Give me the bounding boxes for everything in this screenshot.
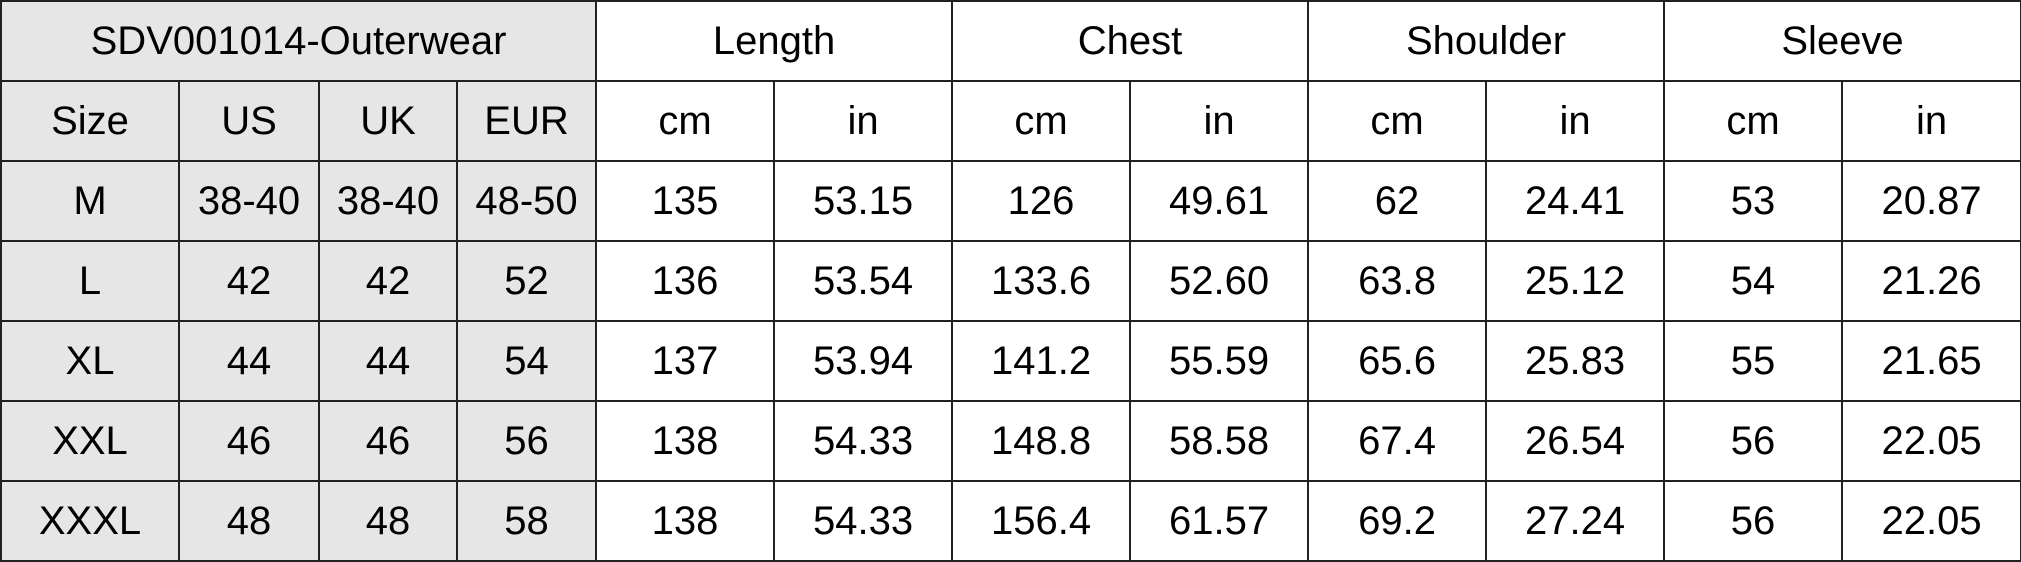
length-in-cell: 53.54 (773, 240, 954, 322)
chest-cm-cell: 148.8 (951, 400, 1132, 482)
us-cell: 44 (178, 320, 320, 402)
eur-cell: 54 (455, 320, 598, 402)
sleeve-in-cell: 22.05 (1841, 480, 2021, 562)
shoulder-cm-cell: 63.8 (1307, 240, 1488, 322)
chest-cm-cell: 141.2 (951, 320, 1132, 402)
table-row: M 38-40 38-40 48-50 135 53.15 126 49.61 62 24.41 5… (0, 160, 2021, 242)
shoulder-in-cell: 25.12 (1485, 240, 1666, 322)
header-chest: Chest (951, 0, 1310, 82)
size-cell: XXL (0, 400, 180, 482)
chest-in-cell: 61.57 (1129, 480, 1310, 562)
header-row-units: Size US UK EUR cm in cm in cm in cm in (0, 80, 2021, 162)
table-row: L 42 42 52 136 53.54 133.6 52.60 63.8 25.12 54 21.2… (0, 240, 2021, 322)
chest-in-cell: 49.61 (1129, 160, 1310, 242)
size-cell: L (0, 240, 180, 322)
chest-cm-cell: 133.6 (951, 240, 1132, 322)
shoulder-in-cell: 26.54 (1485, 400, 1666, 482)
unit-in: in (1485, 80, 1666, 162)
header-row-measurements: SDV001014-Outerwear Length Chest Shoulde… (0, 0, 2021, 82)
shoulder-cm-cell: 65.6 (1307, 320, 1488, 402)
chest-in-cell: 58.58 (1129, 400, 1310, 482)
product-title: SDV001014-Outerwear (0, 0, 598, 82)
length-in-cell: 54.33 (773, 400, 954, 482)
table-row: XL 44 44 54 137 53.94 141.2 55.59 65.6 25.83 55 21.… (0, 320, 2021, 402)
us-cell: 46 (178, 400, 320, 482)
table-row: XXXL 48 48 58 138 54.33 156.4 61.57 69.2 27.24 56 2… (0, 480, 2021, 562)
length-in-cell: 53.15 (773, 160, 954, 242)
length-cm-cell: 138 (595, 400, 776, 482)
size-cell: XXXL (0, 480, 180, 562)
length-cm-cell: 138 (595, 480, 776, 562)
sleeve-in-cell: 20.87 (1841, 160, 2021, 242)
unit-cm: cm (951, 80, 1132, 162)
sleeve-in-cell: 21.65 (1841, 320, 2021, 402)
unit-in: in (1129, 80, 1310, 162)
chest-cm-cell: 126 (951, 160, 1132, 242)
sleeve-cm-cell: 55 (1663, 320, 1844, 402)
shoulder-cm-cell: 69.2 (1307, 480, 1488, 562)
chest-in-cell: 55.59 (1129, 320, 1310, 402)
uk-cell: 44 (318, 320, 458, 402)
header-shoulder: Shoulder (1307, 0, 1666, 82)
us-cell: 48 (178, 480, 320, 562)
length-cm-cell: 137 (595, 320, 776, 402)
header-us: US (178, 80, 320, 162)
header-eur: EUR (455, 80, 598, 162)
unit-in: in (773, 80, 954, 162)
sleeve-cm-cell: 53 (1663, 160, 1844, 242)
shoulder-cm-cell: 62 (1307, 160, 1488, 242)
chest-cm-cell: 156.4 (951, 480, 1132, 562)
us-cell: 38-40 (178, 160, 320, 242)
uk-cell: 38-40 (318, 160, 458, 242)
unit-in: in (1841, 80, 2021, 162)
eur-cell: 52 (455, 240, 598, 322)
sleeve-cm-cell: 56 (1663, 480, 1844, 562)
length-cm-cell: 135 (595, 160, 776, 242)
table-row: XXL 46 46 56 138 54.33 148.8 58.58 67.4 26.54 56 22… (0, 400, 2021, 482)
unit-cm: cm (595, 80, 776, 162)
eur-cell: 48-50 (455, 160, 598, 242)
shoulder-in-cell: 27.24 (1485, 480, 1666, 562)
us-cell: 42 (178, 240, 320, 322)
eur-cell: 58 (455, 480, 598, 562)
sleeve-cm-cell: 56 (1663, 400, 1844, 482)
unit-cm: cm (1663, 80, 1844, 162)
sleeve-in-cell: 21.26 (1841, 240, 2021, 322)
eur-cell: 56 (455, 400, 598, 482)
sleeve-cm-cell: 54 (1663, 240, 1844, 322)
header-size: Size (0, 80, 180, 162)
shoulder-in-cell: 24.41 (1485, 160, 1666, 242)
length-in-cell: 54.33 (773, 480, 954, 562)
sleeve-in-cell: 22.05 (1841, 400, 2021, 482)
header-uk: UK (318, 80, 458, 162)
header-length: Length (595, 0, 954, 82)
shoulder-cm-cell: 67.4 (1307, 400, 1488, 482)
size-cell: M (0, 160, 180, 242)
size-cell: XL (0, 320, 180, 402)
uk-cell: 46 (318, 400, 458, 482)
length-cm-cell: 136 (595, 240, 776, 322)
length-in-cell: 53.94 (773, 320, 954, 402)
shoulder-in-cell: 25.83 (1485, 320, 1666, 402)
unit-cm: cm (1307, 80, 1488, 162)
header-sleeve: Sleeve (1663, 0, 2021, 82)
uk-cell: 42 (318, 240, 458, 322)
uk-cell: 48 (318, 480, 458, 562)
chest-in-cell: 52.60 (1129, 240, 1310, 322)
